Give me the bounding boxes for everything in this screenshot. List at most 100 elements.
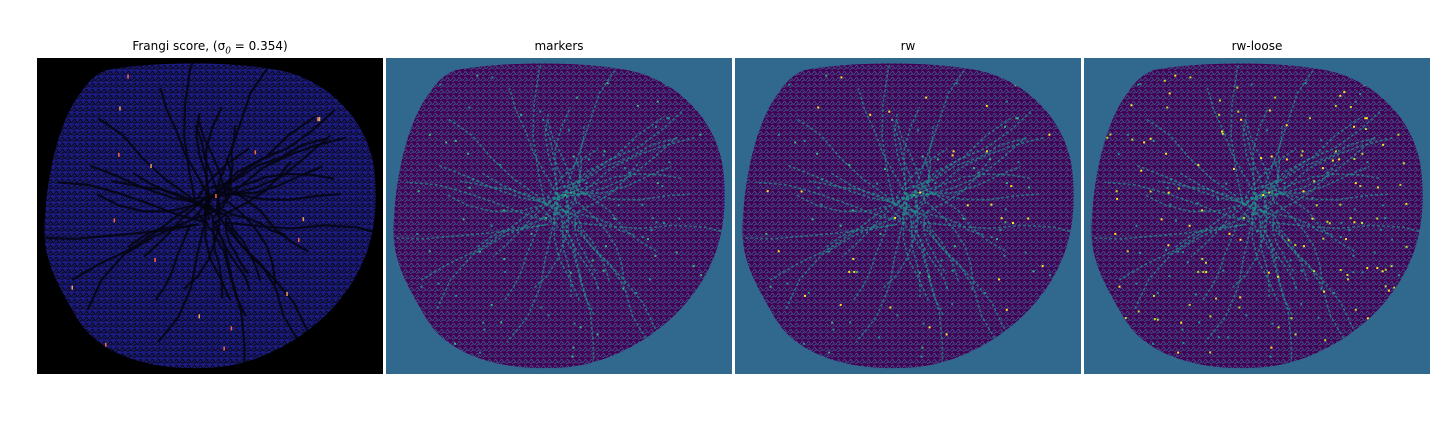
label-pixel <box>1364 128 1367 130</box>
label-pixel <box>1313 270 1316 273</box>
label-pixel <box>1221 132 1224 135</box>
label-pixel <box>540 306 543 309</box>
label-pixel <box>1139 251 1141 254</box>
label-pixel <box>476 74 479 77</box>
label-pixel <box>1131 138 1134 141</box>
panel-title-rw-loose: rw-loose <box>1231 39 1283 53</box>
vessel-segment <box>576 215 610 281</box>
label-pixel <box>1267 271 1270 274</box>
markers-image <box>386 58 732 374</box>
label-pixel <box>1153 294 1155 297</box>
vessel-segment <box>1261 220 1293 369</box>
label-pixel <box>891 118 894 121</box>
label-pixel <box>1221 130 1223 133</box>
label-pixel <box>1382 143 1385 146</box>
label-pixel <box>878 336 881 339</box>
label-pixel <box>984 292 987 294</box>
label-pixel <box>1285 158 1288 161</box>
label-pixel <box>985 104 988 107</box>
label-pixel <box>1289 259 1292 262</box>
tissue-region <box>393 63 725 369</box>
vessel-segment <box>855 191 906 343</box>
label-pixel <box>1300 154 1303 157</box>
label-pixel <box>951 154 954 157</box>
label-pixel <box>678 217 681 220</box>
label-pixel <box>1181 251 1184 254</box>
label-pixel <box>445 141 448 144</box>
label-pixel <box>467 152 470 155</box>
vessel-segment <box>1104 181 1255 224</box>
label-pixel <box>1004 125 1006 128</box>
label-pixel <box>1004 221 1007 224</box>
label-pixel <box>896 314 899 317</box>
label-pixel <box>223 346 225 351</box>
label-pixel <box>1376 267 1379 270</box>
frangi-score-image <box>37 58 383 374</box>
label-pixel <box>1275 256 1278 259</box>
label-pixel <box>1126 250 1129 253</box>
label-pixel <box>952 150 955 153</box>
vessel-segment <box>1260 191 1388 201</box>
label-pixel <box>1311 217 1314 220</box>
vessel-segment <box>228 201 277 285</box>
label-pixel <box>1277 275 1280 278</box>
label-pixel <box>1181 328 1184 331</box>
label-pixel <box>1170 178 1173 181</box>
vessel-segment <box>435 209 566 311</box>
label-pixel <box>1331 159 1334 162</box>
vessel-segment <box>226 187 309 253</box>
label-pixel <box>794 141 797 144</box>
label-pixel <box>1324 339 1327 342</box>
label-pixel <box>1049 274 1052 277</box>
label-pixel <box>1405 245 1408 248</box>
label-pixel <box>1352 254 1355 257</box>
label-pixel <box>570 191 573 194</box>
vessel-segment <box>895 147 948 198</box>
vessel-segment <box>784 209 915 311</box>
label-pixel <box>579 275 582 278</box>
label-pixel <box>1197 270 1200 273</box>
vessel-segment <box>912 220 944 369</box>
label-pixel <box>1041 265 1044 268</box>
label-pixel <box>1313 180 1316 183</box>
vessel-segment <box>1201 224 1238 301</box>
label-pixel <box>1188 224 1191 227</box>
vessel-segment <box>852 224 889 301</box>
label-pixel <box>1268 191 1271 194</box>
label-pixel <box>1361 222 1363 224</box>
vessel-segment <box>215 66 270 214</box>
label-pixel <box>840 76 843 79</box>
label-pixel <box>825 74 828 77</box>
label-pixel <box>150 164 152 169</box>
label-pixel <box>1361 271 1364 274</box>
label-pixel <box>1166 186 1169 189</box>
label-pixel <box>564 194 567 196</box>
label-pixel <box>654 254 657 257</box>
label-pixel <box>504 270 507 273</box>
label-pixel <box>1202 270 1205 273</box>
vessel-segment <box>911 191 1039 201</box>
label-pixel <box>318 117 321 122</box>
label-pixel <box>919 191 922 194</box>
label-pixel <box>849 321 852 324</box>
label-pixel <box>468 106 471 109</box>
label-pixel <box>869 113 872 116</box>
label-pixel <box>663 222 665 224</box>
vessel-segment <box>211 215 224 299</box>
label-pixel <box>1334 150 1337 153</box>
vessel-segment <box>902 193 930 301</box>
label-pixel <box>1169 203 1172 206</box>
label-pixel <box>1384 268 1387 271</box>
label-pixel <box>655 221 658 224</box>
label-pixel <box>1361 152 1364 155</box>
vessel-segment <box>1256 204 1356 332</box>
label-pixel <box>913 194 916 196</box>
vessel-segment <box>1251 193 1279 301</box>
label-pixel <box>651 217 654 220</box>
vessel-segment <box>574 221 648 341</box>
label-pixel <box>655 125 657 128</box>
vessel-segment <box>562 191 690 201</box>
label-pixel <box>1027 217 1030 220</box>
label-pixel <box>1269 355 1272 358</box>
label-pixel <box>539 110 542 113</box>
